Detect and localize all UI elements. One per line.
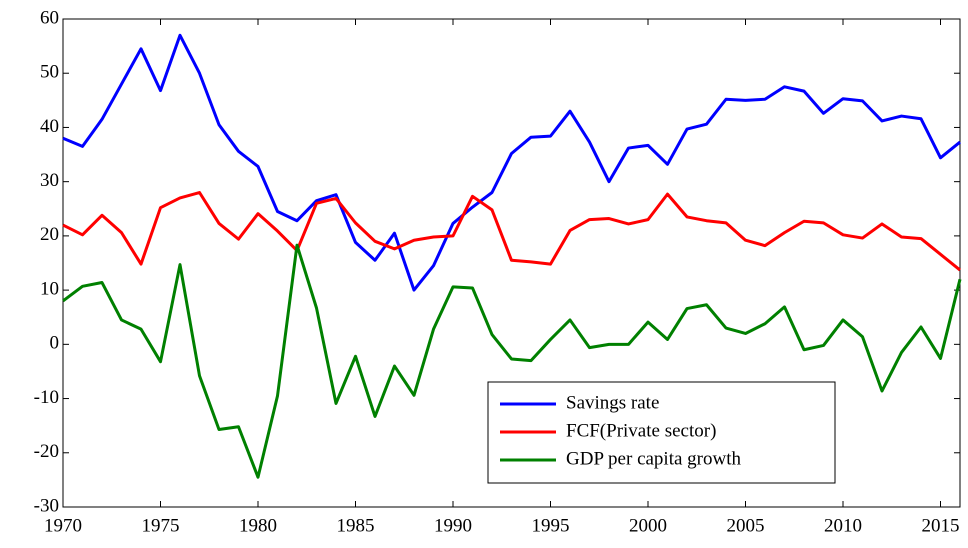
legend-label: GDP per capita growth [566,448,741,469]
y-tick-label: 20 [40,224,59,245]
x-tick-label: 2000 [629,515,667,536]
x-tick-label: 1985 [337,515,375,536]
x-tick-label: 2010 [824,515,862,536]
y-tick-label: -20 [34,441,59,462]
plot-frame [62,18,961,508]
x-tick-label: 1995 [532,515,570,536]
y-tick-label: 50 [40,62,59,83]
x-tick-label: 1980 [239,515,277,536]
y-tick-label: 40 [40,116,59,137]
legend-label: FCF(Private sector) [566,420,716,441]
series-line [62,191,961,272]
y-tick-label: 10 [40,278,59,299]
x-tick-label: 1990 [434,515,472,536]
y-tick-label: 30 [40,170,59,191]
y-tick-label: 0 [50,333,60,354]
x-tick-label: 1970 [44,515,82,536]
y-tick-label: -30 [34,495,59,516]
y-tick-label: -10 [34,387,59,408]
series-line [62,243,962,479]
y-tick-label: 60 [40,7,59,28]
legend: Savings rate FCF(Private sector) GDP per c… [487,381,836,484]
x-tick-label: 2015 [922,515,960,536]
x-tick-label: 1975 [142,515,180,536]
legend-label: Savings rate [566,392,659,413]
series-line [62,33,961,292]
x-tick-label: 2005 [727,515,765,536]
